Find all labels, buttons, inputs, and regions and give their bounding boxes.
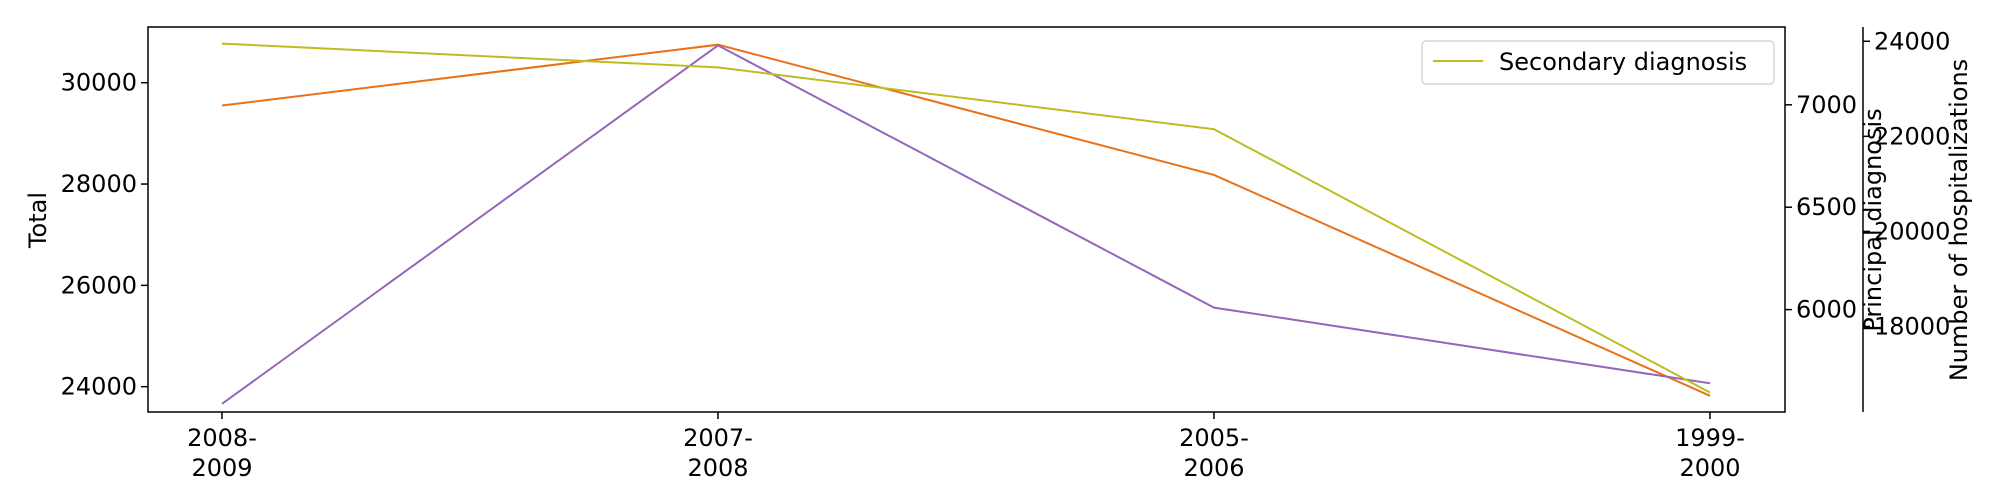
x-axis-tick-label: 1999-2000 [1675,424,1745,482]
x-axis: 2008-2009 2007-2008 2005-2006 1999-2000 [187,412,1745,482]
principal-diagnosis-axis-tick-label: 6000 [1796,296,1857,324]
series-line-left [221,43,1711,397]
x-axis-tick-label: 2008-2009 [187,424,257,482]
legend-box [1421,40,1775,85]
left-axis-tick-label: 28000 [61,170,137,198]
principal-diagnosis-axis-tick-label: 6500 [1796,193,1857,221]
x-axis-tick-label: 2005-2006 [1179,424,1249,482]
principal-diagnosis-axis: 6000 6500 7000 [1785,91,1857,324]
series-line-right1 [221,44,1711,405]
series-layer [221,42,1711,405]
hospitalizations-axis-title: Number of hospitalizations [1945,59,1973,381]
hospitalizations-axis-tick-label: 24000 [1874,27,1950,55]
principal-diagnosis-axis-tick-label: 7000 [1796,91,1857,119]
x-axis-tick-label: 2007-2008 [683,424,753,482]
left-axis-tick-label: 26000 [61,271,137,299]
left-axis-tick-label: 30000 [61,69,137,97]
hospitalizations-axis-tick-label: 22000 [1874,122,1950,150]
left-axis-title: Total [24,192,52,249]
plot-frame [147,26,1786,413]
series-line-secondary-diagnosis [221,42,1711,394]
hospitalizations-axis: 18000 20000 22000 24000 [1862,27,1950,412]
left-axis-tick-label: 24000 [61,373,137,401]
legend: Secondary diagnosis [1421,40,1775,85]
legend-label-secondary-diagnosis: Secondary diagnosis [1499,48,1747,76]
hospitalizations-axis-tick-label: 18000 [1874,312,1950,340]
left-axis: 24000 26000 28000 30000 [61,69,148,401]
principal-diagnosis-axis-title: Principal diagnosis [1859,108,1887,331]
hospitalizations-axis-tick-label: 20000 [1874,217,1950,245]
